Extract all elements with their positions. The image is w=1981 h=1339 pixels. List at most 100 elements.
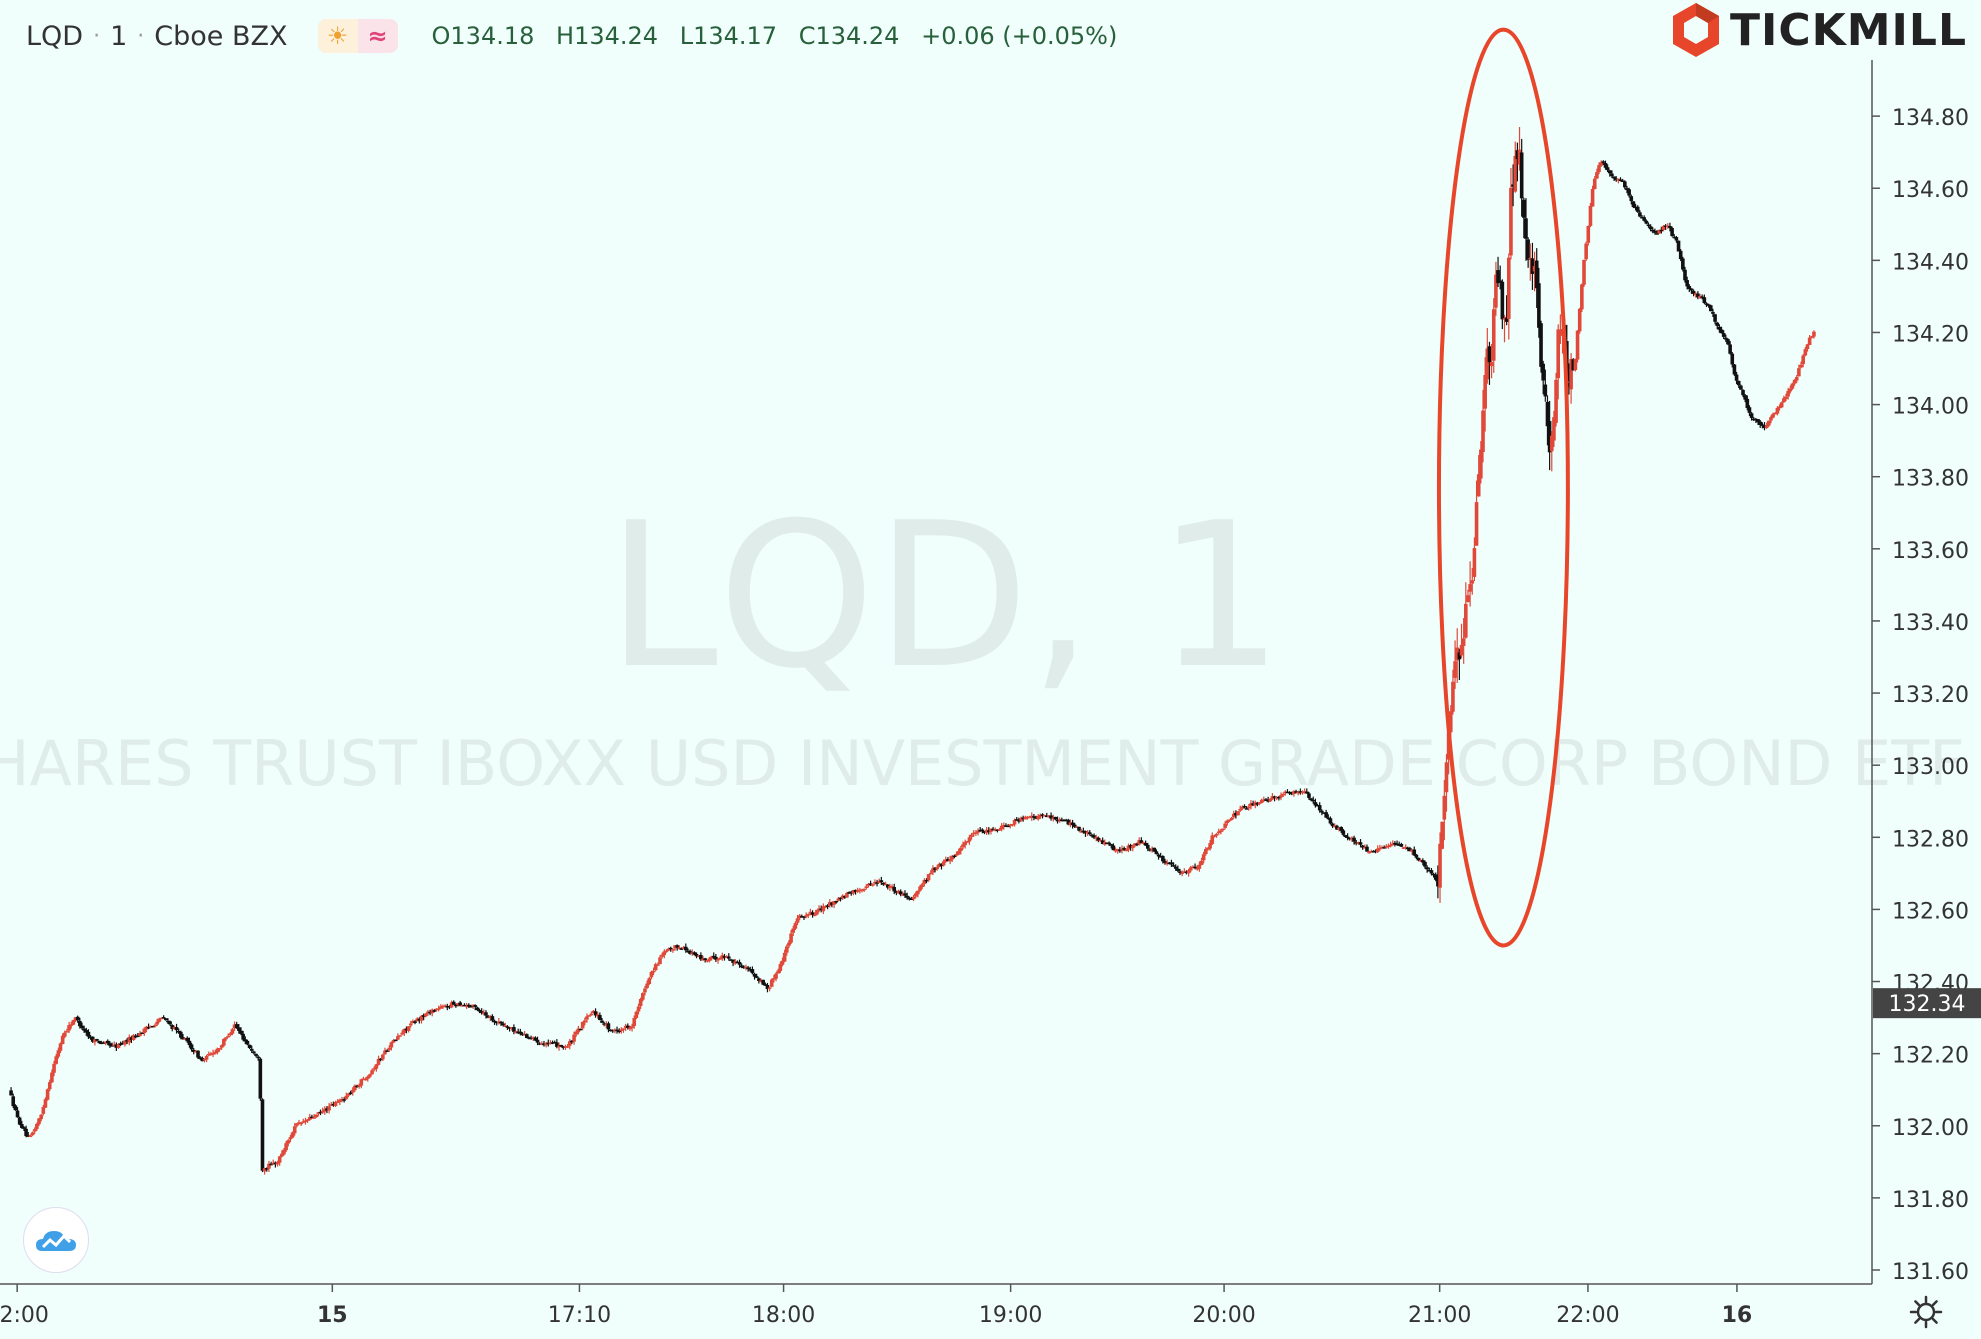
candle bbox=[671, 948, 675, 953]
candle-body bbox=[507, 1027, 512, 1029]
candle bbox=[1075, 826, 1079, 828]
candle-body bbox=[840, 895, 845, 899]
candle-body bbox=[297, 1122, 301, 1124]
candle-body bbox=[1341, 830, 1346, 835]
candle-body bbox=[1107, 842, 1111, 845]
candle-body bbox=[466, 1004, 471, 1007]
candle bbox=[1517, 127, 1522, 171]
sun-icon[interactable]: ☀ bbox=[317, 19, 358, 53]
candle-body bbox=[1197, 864, 1202, 869]
candle bbox=[1367, 850, 1371, 854]
candle-body bbox=[1358, 842, 1363, 845]
candle bbox=[456, 1003, 460, 1007]
candle bbox=[754, 973, 759, 979]
candle bbox=[664, 949, 669, 953]
candle bbox=[1051, 814, 1056, 822]
gear-icon[interactable] bbox=[1908, 1294, 1944, 1330]
candle bbox=[1681, 256, 1685, 272]
candle bbox=[1724, 334, 1728, 342]
price-tick-label: 133.00 bbox=[1892, 755, 1969, 780]
time-tick-label: 19:00 bbox=[979, 1303, 1042, 1328]
candle-body bbox=[610, 1029, 615, 1032]
candle bbox=[1575, 330, 1580, 363]
candle-body bbox=[1390, 843, 1395, 846]
candle bbox=[815, 909, 819, 916]
candle bbox=[1154, 849, 1159, 855]
candle bbox=[355, 1084, 359, 1088]
candle-body bbox=[969, 834, 974, 837]
candle-body bbox=[357, 1084, 361, 1087]
candle bbox=[847, 891, 851, 894]
candle-body bbox=[127, 1036, 132, 1043]
candle-body bbox=[239, 1030, 243, 1034]
candle bbox=[1139, 837, 1144, 844]
candle bbox=[1249, 800, 1253, 810]
candle-body bbox=[621, 1028, 626, 1030]
candle-body bbox=[381, 1054, 385, 1060]
candle-body bbox=[1726, 339, 1730, 345]
candle bbox=[108, 1041, 112, 1048]
candle-body bbox=[1588, 205, 1593, 226]
candle bbox=[1610, 170, 1614, 179]
candle bbox=[578, 1028, 583, 1031]
candle bbox=[200, 1056, 205, 1062]
price-axis[interactable]: 131.60131.80132.00132.20132.40132.60132.… bbox=[1872, 34, 1969, 1285]
candle-body bbox=[941, 861, 946, 866]
candle bbox=[1711, 308, 1715, 317]
candle bbox=[909, 896, 914, 901]
candle-body bbox=[1549, 435, 1554, 452]
candle bbox=[617, 1028, 621, 1034]
candle bbox=[348, 1090, 353, 1095]
candle-body bbox=[817, 908, 821, 910]
candle-body bbox=[793, 923, 798, 929]
candle bbox=[548, 1040, 553, 1045]
candle bbox=[1545, 395, 1550, 446]
candle-body bbox=[1612, 176, 1616, 179]
candle bbox=[1470, 567, 1475, 595]
symbol-name[interactable]: LQD bbox=[26, 20, 84, 52]
candle bbox=[1734, 371, 1739, 385]
candle-body bbox=[1337, 827, 1341, 830]
candle bbox=[1324, 809, 1328, 818]
candle-body bbox=[206, 1054, 211, 1056]
candle bbox=[146, 1023, 151, 1030]
candle-body bbox=[327, 1106, 331, 1111]
candle bbox=[1494, 261, 1498, 316]
candle-body bbox=[1429, 870, 1434, 874]
candle-body bbox=[1184, 871, 1189, 874]
candle-body bbox=[1169, 862, 1174, 865]
tradingview-logo-icon[interactable] bbox=[23, 1207, 89, 1273]
wave-icon[interactable]: ≈ bbox=[357, 19, 398, 53]
candle bbox=[986, 827, 991, 835]
candle bbox=[1227, 819, 1232, 822]
candle bbox=[1079, 828, 1083, 833]
candle-body bbox=[1367, 851, 1371, 854]
interval-label[interactable]: 1 bbox=[110, 20, 128, 52]
candle bbox=[1382, 845, 1386, 849]
candle bbox=[1513, 141, 1518, 193]
candle bbox=[851, 890, 856, 896]
candle bbox=[625, 1023, 630, 1030]
candle bbox=[140, 1032, 144, 1035]
symbol-legend[interactable]: LQD · 1 · Cboe BZX ☀ ≈ O134.18 H134.24 L… bbox=[26, 14, 1131, 58]
candle-body bbox=[765, 984, 770, 989]
candle bbox=[17, 1116, 22, 1126]
candle-body bbox=[1479, 449, 1483, 479]
candle-body bbox=[217, 1048, 222, 1050]
candle bbox=[810, 910, 815, 918]
candle bbox=[20, 1120, 24, 1129]
candle bbox=[924, 878, 929, 884]
candle-body bbox=[864, 886, 869, 889]
candle-body bbox=[1393, 842, 1397, 845]
candle-body bbox=[572, 1034, 576, 1042]
candle bbox=[1356, 841, 1361, 845]
candle-body bbox=[836, 898, 841, 901]
candle-body bbox=[447, 1006, 452, 1008]
candle bbox=[1019, 816, 1023, 823]
legend-separator: · bbox=[93, 23, 101, 49]
candle bbox=[1640, 215, 1644, 219]
candle-body bbox=[1208, 843, 1212, 849]
candle-body bbox=[316, 1112, 321, 1114]
